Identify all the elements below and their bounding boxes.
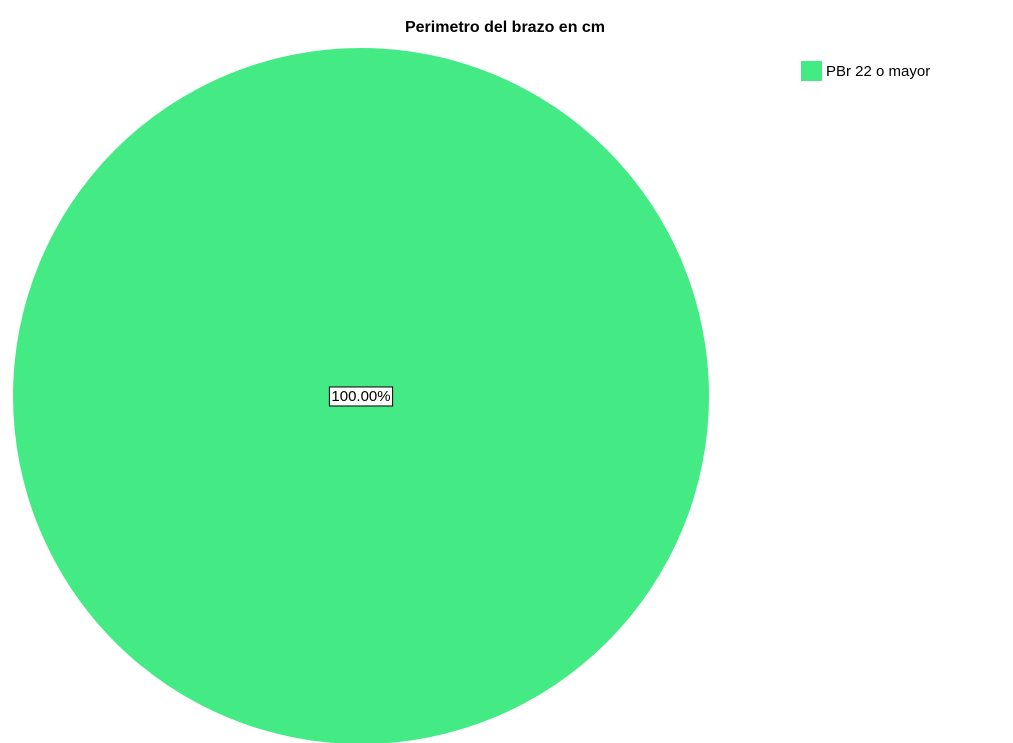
data-label: 100.00% [331,388,390,405]
legend-label: PBr 22 o mayor [826,63,930,80]
chart-title: Perimetro del brazo en cm [405,19,605,36]
legend-swatch [801,61,822,81]
data-label-box [328,386,394,407]
